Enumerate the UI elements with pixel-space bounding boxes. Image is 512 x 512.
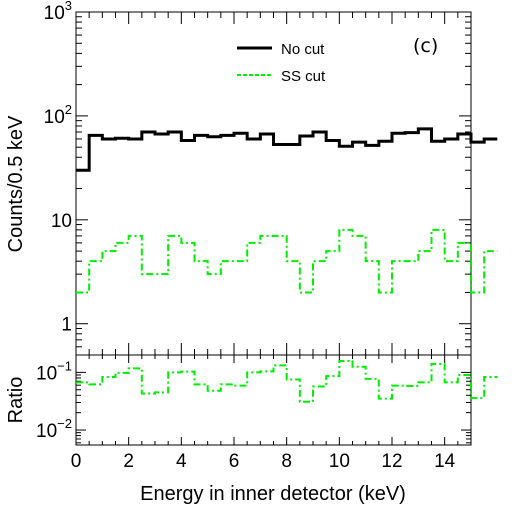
- legend: No cut SS cut: [237, 41, 326, 85]
- y-tick-label: 10−2: [36, 416, 72, 442]
- y-tick-label: 10−1: [36, 358, 72, 384]
- x-tick-label: 4: [176, 451, 187, 472]
- series-layer: [76, 127, 498, 403]
- x-tick-label: 10: [329, 451, 350, 472]
- x-tick-labels: 0 2 4 6 8 10 12 14: [71, 451, 456, 472]
- series-ss-cut: [76, 228, 498, 294]
- x-tick-label: 12: [381, 451, 402, 472]
- legend-label-no-cut: No cut: [281, 41, 325, 58]
- ratio-y-axis-title: Ratio: [5, 377, 27, 424]
- x-tick-label: 14: [434, 451, 456, 472]
- y-tick-label: 1: [61, 315, 72, 336]
- x-axis-title: Energy in inner detector (keV): [140, 483, 406, 505]
- y-tick-label: 102: [44, 102, 72, 128]
- series-no-cut: [76, 127, 498, 172]
- ratio-y-ticks: [76, 354, 471, 444]
- y-tick-label: 10: [51, 211, 72, 232]
- x-tick-label: 6: [229, 451, 240, 472]
- main-plot-frame: [75, 11, 472, 356]
- x-tick-label: 2: [123, 451, 134, 472]
- x-ticks: [75, 12, 472, 445]
- main-y-tick-labels: 1 10 102 103: [44, 0, 72, 336]
- panel-label: (c): [413, 35, 438, 57]
- main-y-axis-title: Counts/0.5 keV: [5, 115, 27, 252]
- y-tick-label: 103: [44, 0, 72, 24]
- x-tick-label: 0: [71, 451, 82, 472]
- legend-label-ss-cut: SS cut: [281, 68, 326, 85]
- series-ratio: [76, 360, 498, 403]
- main-y-ticks: [76, 11, 471, 356]
- ratio-y-tick-labels: 10−1 10−2: [36, 358, 72, 442]
- x-tick-label: 8: [281, 451, 292, 472]
